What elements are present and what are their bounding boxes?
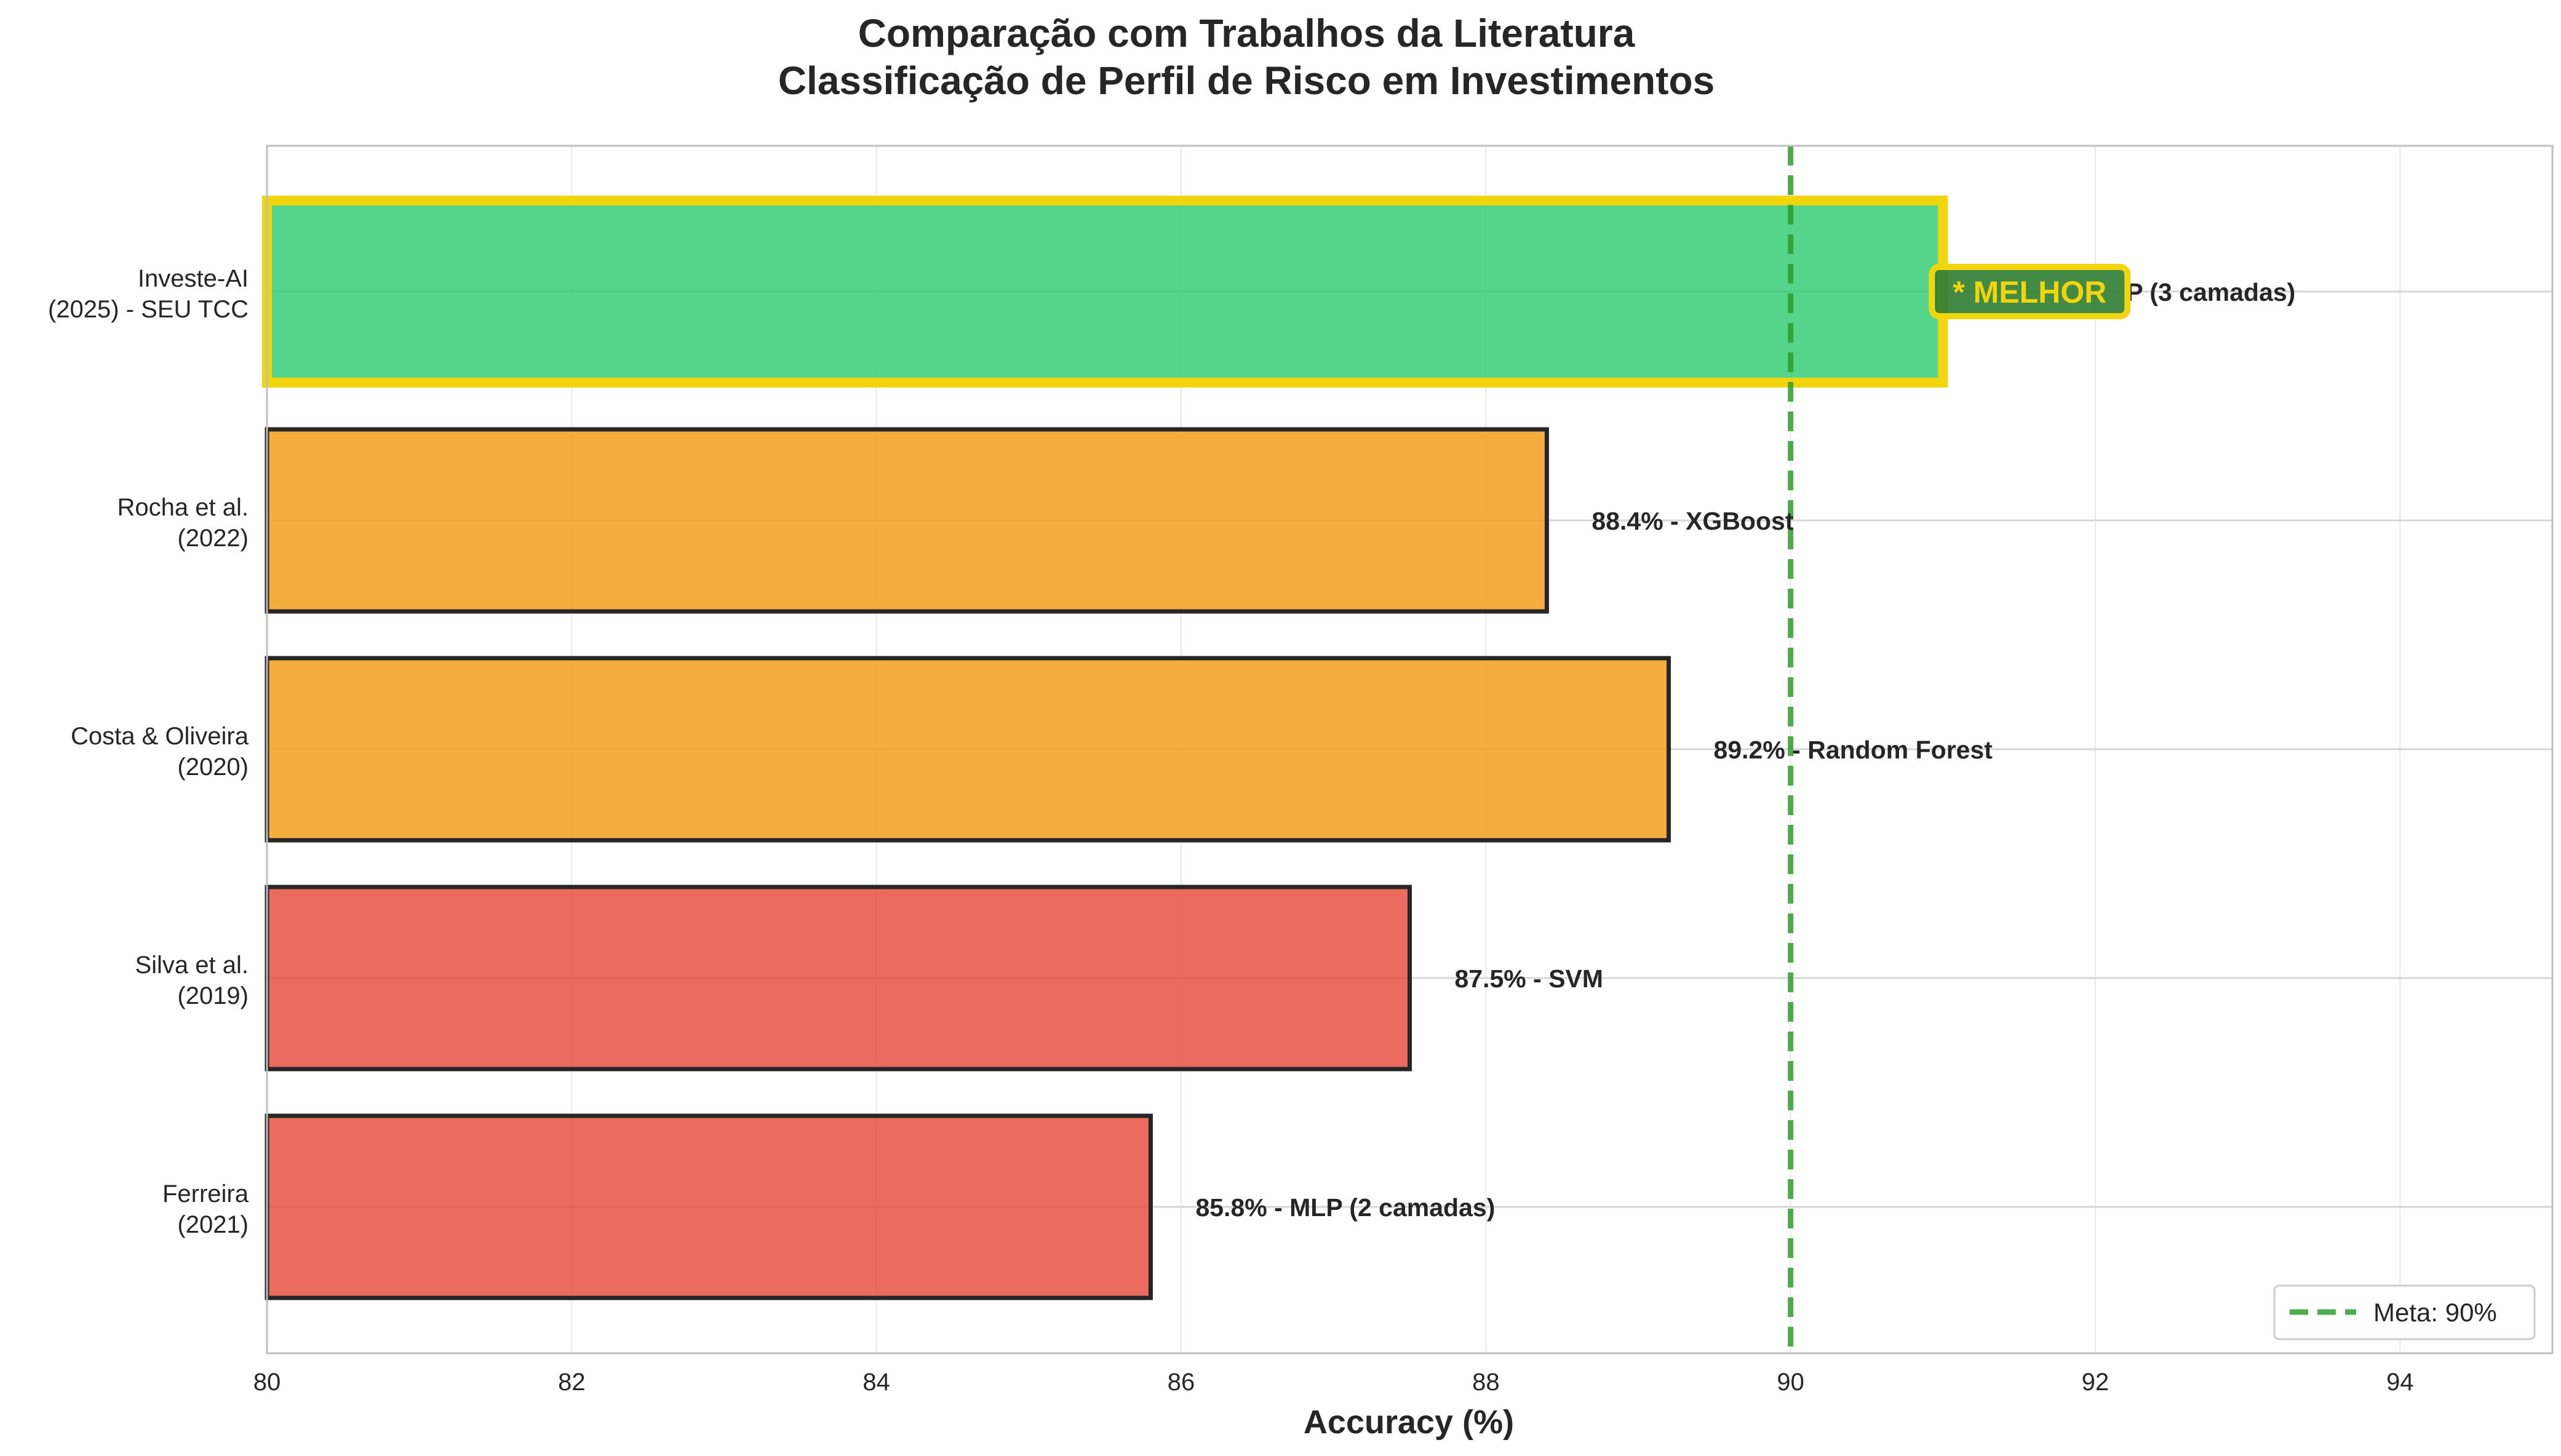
chart-title-line-2: Classificação de Perfil de Risco em Inve… — [778, 58, 1715, 103]
y-tick-label: Costa & Oliveira (2020) — [71, 723, 249, 781]
x-tick-label: 90 — [1777, 1369, 1804, 1396]
best-badge — [1929, 264, 2131, 319]
y-tick-label-line: (2019) — [177, 982, 249, 1009]
bar — [265, 656, 1671, 843]
data-labels-layer: P (3 camadas) 88.4% - XGBoost 89.2% - Rand… — [1195, 278, 2295, 1222]
data-label: 85.8% - MLP (2 camadas) — [1195, 1193, 1495, 1222]
legend: Meta: 90% — [2273, 1284, 2536, 1340]
y-tick-label-line: Rocha et al. — [117, 494, 249, 521]
y-tick-label: Ferreira (2021) — [162, 1180, 249, 1238]
x-tick-label: 82 — [558, 1369, 586, 1396]
chart-title-line-1: Comparação com Trabalhos da Literatura — [858, 11, 1635, 55]
bar — [265, 1113, 1153, 1300]
y-tick-label-line: (2021) — [177, 1211, 249, 1238]
legend-label: Meta: 90% — [2373, 1298, 2497, 1327]
x-tick-label: 80 — [253, 1369, 281, 1396]
y-tick-label-line: (2020) — [177, 754, 249, 781]
x-tick-label: 84 — [862, 1369, 890, 1396]
x-tick-label: 94 — [2386, 1369, 2414, 1396]
data-label: 87.5% - SVM — [1455, 965, 1604, 993]
y-tick-label-line: Costa & Oliveira — [71, 723, 249, 750]
y-tick-label-line: Investe-AI — [138, 265, 249, 292]
legend-frame — [2273, 1284, 2536, 1340]
y-tick-label: Silva et al. (2019) — [135, 952, 249, 1009]
y-tick-label-line: Ferreira — [162, 1180, 249, 1207]
best-badge-text: * MELHOR — [1953, 275, 2106, 309]
y-tick-label: Investe-AI (2025) - SEU TCC — [48, 265, 249, 323]
x-tick-label: 88 — [1472, 1369, 1500, 1396]
data-label: 89.2% - Random Forest — [1714, 736, 1993, 764]
data-label: P (3 camadas) — [2126, 278, 2295, 306]
axes-layer: 80 82 84 86 88 90 92 94 Investe-AI (2025) - SEU T… — [48, 145, 2554, 1396]
x-tick-label: 92 — [2082, 1369, 2109, 1396]
badge-layer: * MELHOR — [1929, 264, 2131, 319]
data-label: 88.4% - XGBoost — [1591, 507, 1793, 535]
bars-layer — [262, 196, 1948, 1300]
y-tick-label-line: (2022) — [177, 525, 249, 552]
y-tick-label-line: (2025) - SEU TCC — [48, 296, 249, 323]
x-tick-label: 86 — [1168, 1369, 1195, 1396]
plot-frame — [266, 145, 2554, 1355]
bar — [262, 196, 1948, 388]
bar — [265, 427, 1549, 614]
bar — [265, 885, 1412, 1072]
x-axis-label: Accuracy (%) — [1304, 1404, 1514, 1441]
y-tick-label-line: Silva et al. — [135, 952, 249, 979]
y-tick-label: Rocha et al. (2022) — [117, 494, 249, 552]
